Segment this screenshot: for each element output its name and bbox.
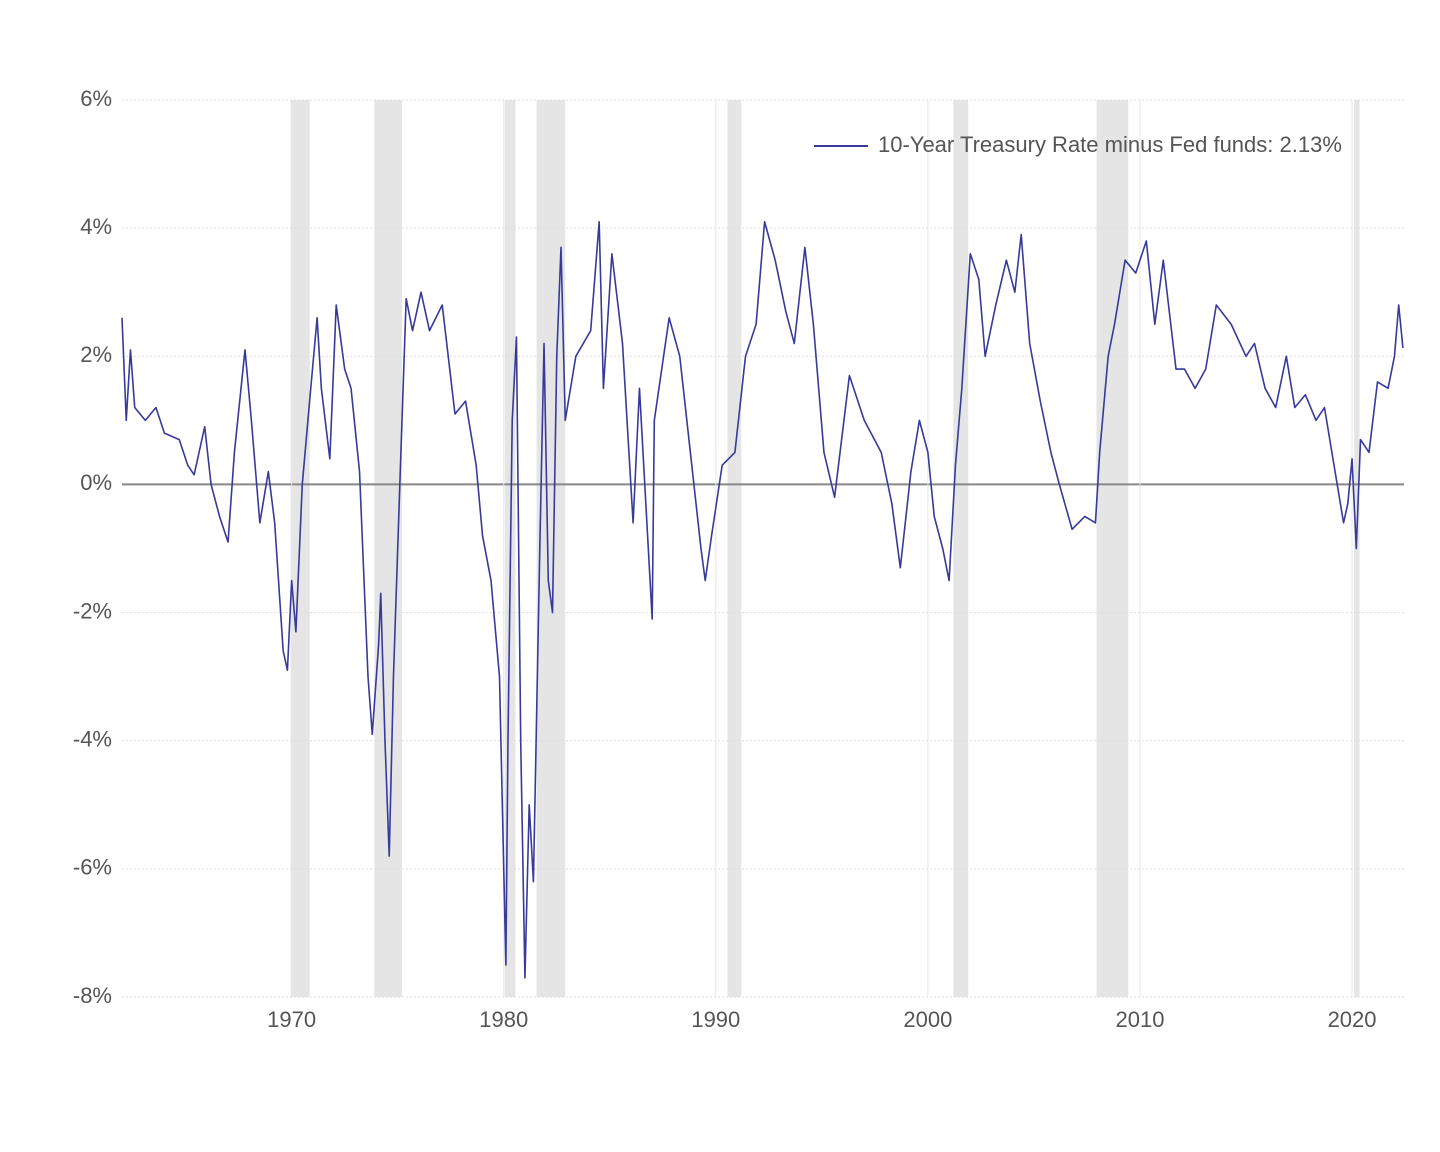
recession-band xyxy=(727,100,742,997)
y-tick-label: -6% xyxy=(73,855,112,880)
x-tick-label: 1980 xyxy=(479,1007,528,1032)
recession-band xyxy=(953,100,969,997)
x-tick-label: 2010 xyxy=(1115,1007,1164,1032)
y-tick-label: 2% xyxy=(80,342,112,367)
x-tick-label: 1970 xyxy=(267,1007,316,1032)
y-tick-label: 0% xyxy=(80,470,112,495)
y-tick-label: -4% xyxy=(73,727,112,752)
x-tick-label: 2000 xyxy=(903,1007,952,1032)
y-tick-label: -8% xyxy=(73,983,112,1008)
y-tick-label: -2% xyxy=(73,598,112,623)
legend-label: 10-Year Treasury Rate minus Fed funds: 2… xyxy=(878,132,1342,157)
recession-band xyxy=(1096,100,1129,997)
x-tick-label: 1990 xyxy=(691,1007,740,1032)
y-tick-label: 6% xyxy=(80,86,112,111)
y-tick-label: 4% xyxy=(80,214,112,239)
x-tick-label: 2020 xyxy=(1328,1007,1377,1032)
recession-band xyxy=(536,100,566,997)
data-line xyxy=(121,220,1404,979)
